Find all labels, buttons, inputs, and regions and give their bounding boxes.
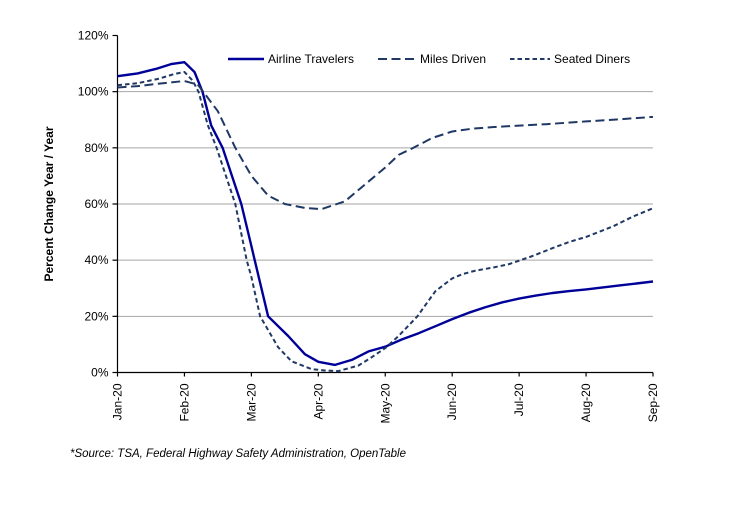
x-tick-label-aug-20: Aug-20 [579,383,593,422]
x-tick-label-jun-20: Jun-20 [445,383,459,420]
y-tick-label-0: 0% [91,366,109,380]
legend-label-airline-travelers: Airline Travelers [268,52,355,66]
legend-label-miles-driven: Miles Driven [420,52,487,66]
x-tick-label-jan-20: Jan-20 [111,383,125,420]
x-tick-label-apr-20: Apr-20 [311,383,325,419]
legend-label-seated-diners: Seated Diners [554,52,631,66]
legend-item-seated-diners: Seated Diners [510,52,630,66]
y-tick-label-80: 80% [84,141,108,155]
legend: Airline Travelers Miles Driven Seated Di… [228,51,630,67]
y-axis-title: Percent Change Year / Year [42,126,56,282]
y-tick-label-40: 40% [84,253,108,267]
y-tick-label-100: 100% [78,85,109,99]
legend-line-airline-travelers [228,57,264,61]
x-tick-label-sep-20: Sep-20 [646,383,660,422]
legend-item-miles-driven: Miles Driven [378,52,486,66]
legend-line-seated-diners [510,58,551,60]
series-line-miles-driven [117,80,654,211]
x-tick-label-may-20: May-20 [378,383,392,423]
y-tick-label-20: 20% [84,309,108,323]
y-tick-label-60: 60% [84,197,108,211]
x-tick-label-jul-20: Jul-20 [512,383,526,416]
series-line-airline-travelers [117,61,654,367]
legend-item-airline-travelers: Airline Travelers [228,52,354,66]
x-tick-label-feb-20: Feb-20 [177,383,191,421]
y-tick-label-120: 120% [78,29,109,43]
series-line-seated-diners [117,71,654,373]
x-tick-label-mar-20: Mar-20 [244,383,258,421]
legend-line-miles-driven [378,58,417,60]
source-footnote: *Source: TSA, Federal Highway Safety Adm… [70,448,407,460]
